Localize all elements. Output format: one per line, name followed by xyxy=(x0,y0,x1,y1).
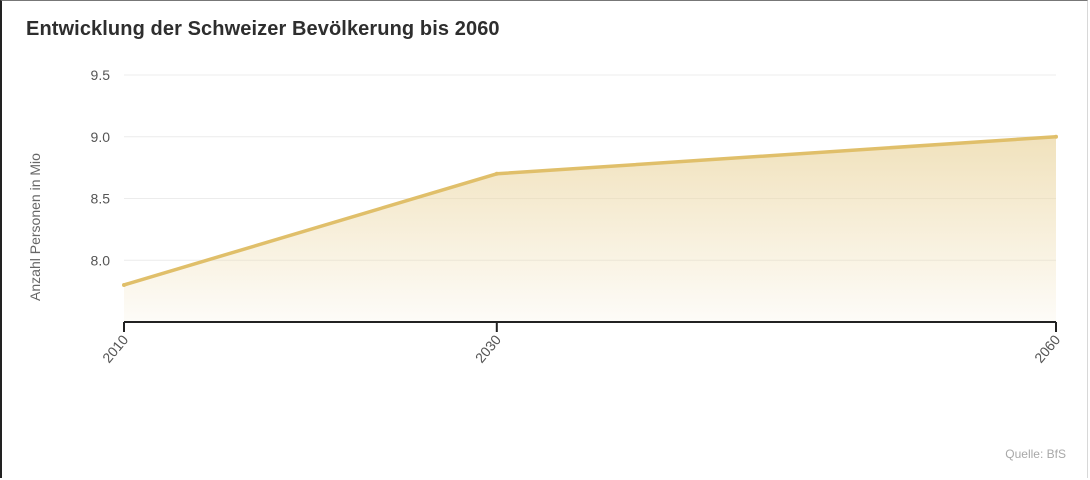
x-tick-label: 2060 xyxy=(1031,331,1063,365)
y-tick-label: 8.0 xyxy=(91,252,111,268)
x-tick-label: 2030 xyxy=(472,331,504,365)
y-tick-label: 9.5 xyxy=(91,67,111,83)
source-note: Quelle: BfS xyxy=(1005,447,1066,461)
chart-title: Entwicklung der Schweizer Bevölkerung bi… xyxy=(26,18,500,40)
data-points xyxy=(122,134,1058,287)
data-point xyxy=(494,171,499,176)
x-ticks: 2010 2030 2060 xyxy=(99,322,1063,366)
area-fill xyxy=(124,136,1056,322)
y-tick-label: 9.0 xyxy=(91,129,111,145)
x-tick-label: 2010 xyxy=(99,331,131,365)
data-point xyxy=(122,282,126,287)
data-point xyxy=(1054,134,1058,139)
y-tick-label: 8.5 xyxy=(91,191,111,207)
y-tick-labels: 8.0 8.5 9.0 9.5 xyxy=(91,67,111,268)
y-axis-label: Anzahl Personen in Mio xyxy=(27,153,43,301)
